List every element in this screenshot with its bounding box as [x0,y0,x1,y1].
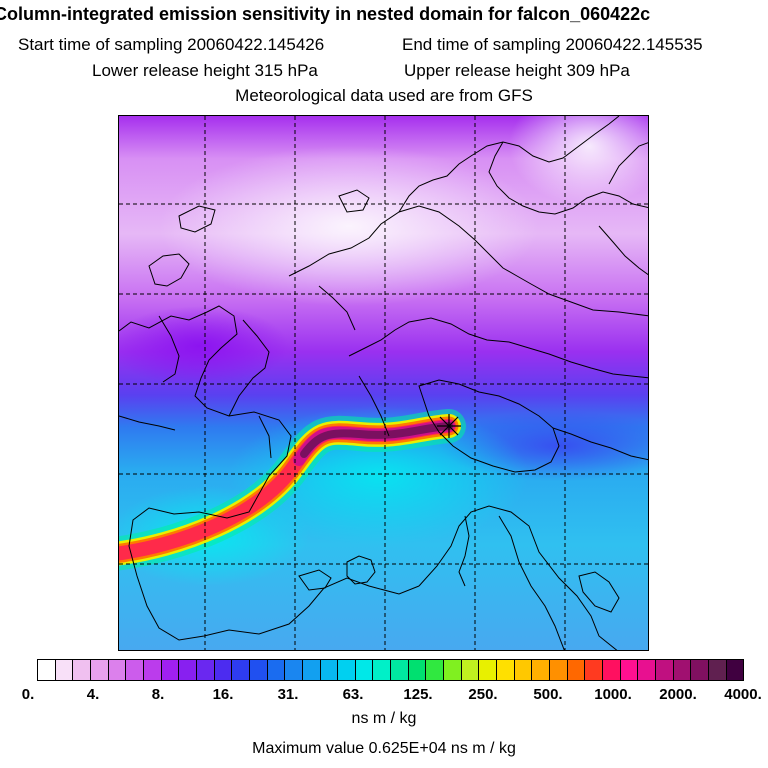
colorbar-segment [691,660,709,680]
purple-area-west [119,306,289,386]
colorbar-tick-label: 0. [21,686,35,703]
end-time-label: End time of sampling 20060422.145535 [402,35,703,54]
sensitivity-map [118,115,649,651]
colorbar-segment [338,660,356,680]
colorbar-tick-label: 8. [151,686,165,703]
colorbar-segment [90,660,109,680]
colorbar [37,659,744,681]
colorbar-segment [302,660,321,680]
colorbar-segment [143,660,162,680]
colorbar-segment [267,660,286,680]
colorbar-segment [673,660,692,680]
colorbar-segment [179,660,197,680]
colorbar-segment [108,660,127,680]
plume [119,409,466,571]
colorbar-segment [408,660,427,680]
colorbar-segment [567,660,586,680]
colorbar-segment [214,660,233,680]
colorbar-segment [196,660,215,680]
colorbar-segment [726,660,744,680]
colorbar-segment [249,660,268,680]
colorbar-segment [73,660,91,680]
met-source-label: Meteorological data used are from GFS [235,86,533,105]
colorbar-segment [585,660,603,680]
colorbar-segment [285,660,303,680]
colorbar-tick-label: 1000. [594,686,632,703]
colorbar-segment [426,660,445,680]
colorbar-segment [391,660,409,680]
colorbar-tick-label: 31. [277,686,299,703]
colorbar-segment [355,660,374,680]
lat-lon-grid [119,116,648,650]
colorbar-tick-label: 500. [533,686,563,703]
colorbar-tick-label: 2000. [659,686,697,703]
maximum-value-label: Maximum value 0.625E+04 ns m / kg [252,740,516,757]
colorbar-segment [603,660,621,680]
start-time-label: Start time of sampling 20060422.145426 [18,35,325,54]
colorbar-segment [161,660,180,680]
colorbar-segment [638,660,656,680]
colorbar-tick-label: 4000. [724,686,762,703]
colorbar-tick-label: 125. [403,686,433,703]
coastlines [119,116,648,650]
colorbar-segment [126,660,144,680]
colorbar-tick-label: 250. [468,686,498,703]
colorbar-segment [655,660,674,680]
colorbar-segment [444,660,462,680]
colorbar-segment [55,660,74,680]
upper-height-label: Upper release height 309 hPa [404,61,630,80]
colorbar-segment [461,660,480,680]
low-sensitivity-area [159,146,539,306]
colorbar-tick-label: 63. [342,686,364,703]
plot-title: Column-integrated emission sensitivity i… [0,4,651,24]
colorbar-segment [320,660,339,680]
colorbar-segment [38,660,56,680]
colorbar-segment [373,660,392,680]
colorbar-segment [514,660,533,680]
colorbar-tick-label: 4. [86,686,100,703]
low-sensitivity-area-ne [509,116,648,206]
colorbar-segment [550,660,568,680]
map-canvas [119,116,648,650]
colorbar-segment [479,660,498,680]
colorbar-segment [708,660,727,680]
colorbar-tick-label: 16. [212,686,234,703]
colorbar-segment [620,660,639,680]
colorbar-units: ns m / kg [351,710,417,727]
release-location-marker [437,414,461,438]
lower-height-label: Lower release height 315 hPa [92,61,318,80]
colorbar-segment [532,660,551,680]
colorbar-segment [497,660,515,680]
colorbar-segment [232,660,250,680]
